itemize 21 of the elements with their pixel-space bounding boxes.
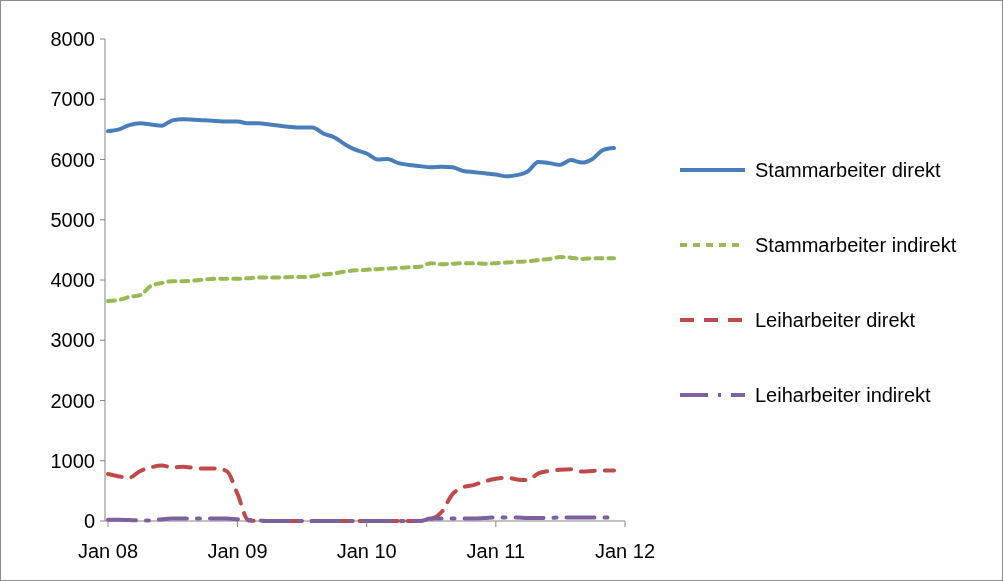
x-tick-label: Jan 11 (466, 540, 526, 562)
x-tick-label: Jan 12 (594, 540, 656, 562)
y-tick-label: 3000 (50, 329, 95, 352)
y-tick-label: 6000 (50, 148, 95, 171)
legend-label: Stammarbeiter indirekt (755, 234, 957, 256)
legend-label: Leiharbeiter indirekt (755, 384, 932, 406)
y-tick-label: 0 (83, 510, 95, 532)
legend-label: Stammarbeiter direkt (755, 159, 942, 181)
y-tick-label: 5000 (50, 208, 95, 231)
line-series (106, 463, 617, 523)
legend-label: Leiharbeiter direkt (755, 309, 916, 331)
y-tick-label: 4000 (50, 269, 95, 291)
y-tick-label: 8000 (50, 28, 95, 50)
line-series (106, 255, 617, 304)
x-tick-label: Jan 08 (77, 540, 139, 562)
y-tick-label: 1000 (50, 449, 95, 472)
y-tick-label: 2000 (50, 389, 95, 412)
x-tick-label: Jan 09 (207, 540, 268, 562)
x-tick-label: Jan 10 (336, 540, 397, 562)
line-series (106, 117, 617, 179)
y-tick-label: 7000 (50, 88, 95, 111)
